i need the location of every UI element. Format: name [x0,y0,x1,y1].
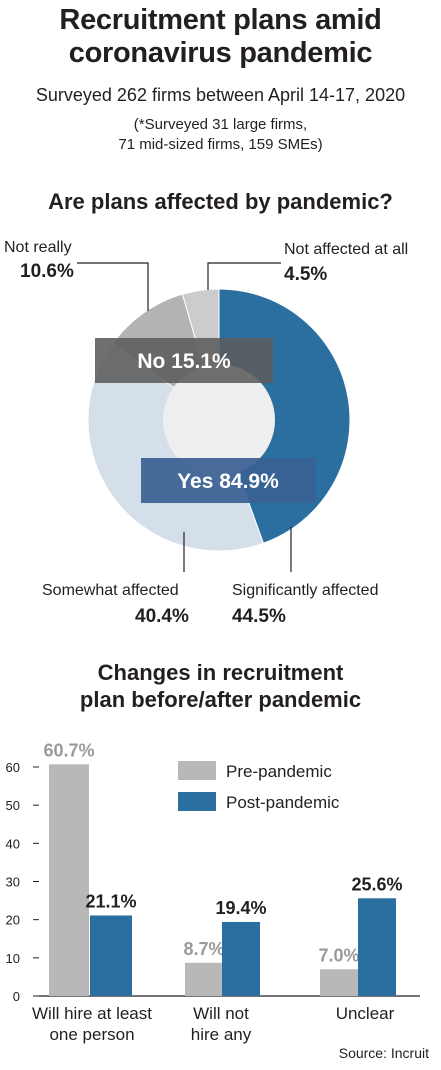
category-label-1-line1: Will not [193,1004,249,1023]
y-tick-label-40: 40 [6,836,20,851]
page-title: Recruitment plans amid coronavirus pande… [0,4,441,70]
bar-post-1 [222,921,260,996]
bar-label-post-2: 25.6% [351,874,402,894]
category-label-0-line2: one person [49,1025,134,1044]
bar-pre-1 [185,962,223,996]
y-tick-label-30: 30 [6,875,20,890]
slice-label-somewhat: Somewhat affected [42,582,179,599]
bar-label-pre-1: 8.7% [183,939,224,959]
slice-label-not-really: Not really [4,239,72,256]
slice-label-significant: Significantly affected [232,582,379,599]
leader-line-not-really [77,262,149,311]
y-tick-label-10: 10 [6,951,20,966]
slice-value-not-really: 10.6% [20,261,74,282]
y-tick-label-50: 50 [6,798,20,813]
no-group-box [95,338,273,383]
slice-value-significant: 44.5% [232,606,286,627]
title-line-1: Recruitment plans amid [59,4,382,36]
yes-group-box [141,458,316,503]
y-tick-label-20: 20 [6,913,20,928]
bar-post-0 [90,915,132,996]
slice-label-not-affected: Not affected at all [284,241,409,258]
y-tick-label-60: 60 [6,760,20,775]
page-subtitle: Surveyed 262 firms between April 14-17, … [35,85,406,105]
survey-note: (*Surveyed 31 large firms, 71 mid-sized … [0,115,441,155]
slice-value-not-affected: 4.5% [284,264,328,285]
bar-title-line-1: Changes in recruitment [97,660,344,685]
bar-pre-0 [49,764,89,996]
bar-label-pre-0: 60.7% [43,740,94,760]
title-line-2: coronavirus pandemic [68,37,373,69]
legend-label-post: Post-pandemic [226,793,340,812]
bar-title-line-2: plan before/after pandemic [79,687,362,712]
bar-axis: 0 10 20 30 40 50 60 Will hire at least one perso… [6,760,420,1044]
bar-marks: 60.7% 8.7% 7.0% 21.1% 19.4% 25.6% [43,740,403,996]
legend-swatch-post [178,792,216,811]
donut-hole [163,364,275,476]
bar-label-post-1: 19.4% [215,898,266,918]
category-label-1-line2: hire any [191,1025,252,1044]
no-group-label: No 15.1% [137,350,231,373]
bar-legend: Pre-pandemic Post-pandemic [178,761,340,812]
legend-label-pre: Pre-pandemic [226,762,332,781]
bar-label-post-0: 21.1% [85,891,136,911]
source-note: Source: Incruit [338,1045,429,1061]
y-tick-label-0: 0 [13,989,20,1004]
category-label-2-line1: Unclear [336,1004,395,1023]
bar-label-pre-2: 7.0% [318,945,359,965]
donut-chart-title: Are plans affected by pandemic? [48,189,393,214]
yes-group-label: Yes 84.9% [177,470,279,493]
bar-post-2 [358,898,396,996]
bar-pre-2 [320,969,358,996]
note-line-2: 71 mid-sized firms, 159 SMEs) [118,136,323,153]
bar-chart-title: Changes in recruitment plan before/after… [0,659,441,713]
leader-line-not-affected [207,262,281,290]
note-line-1: (*Surveyed 31 large firms, [133,116,308,133]
legend-swatch-pre [178,761,216,780]
category-label-0-line1: Will hire at least [32,1004,152,1023]
slice-value-somewhat: 40.4% [135,606,189,627]
